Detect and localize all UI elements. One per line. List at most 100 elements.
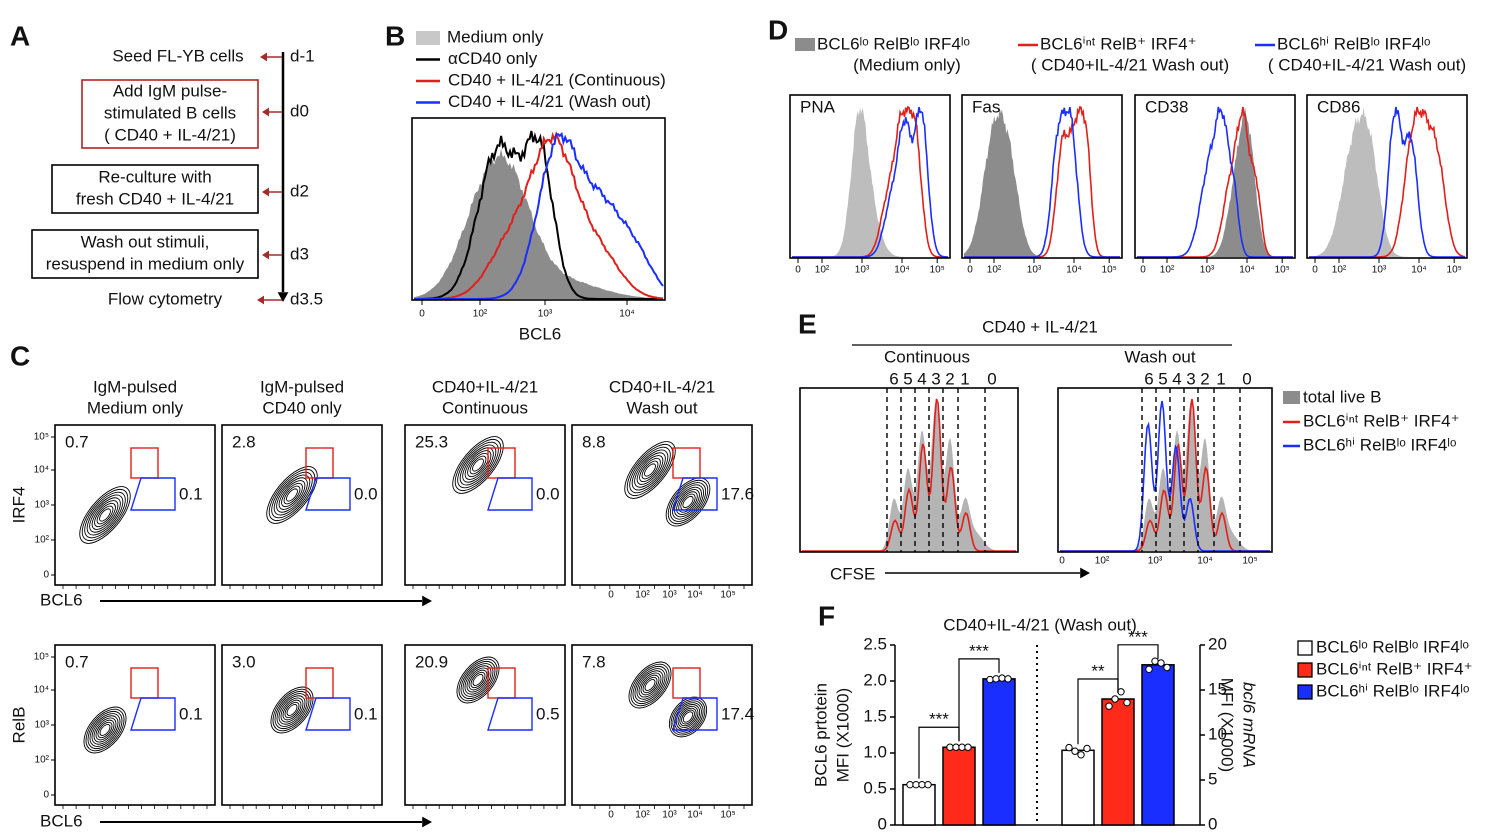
contour xyxy=(632,665,668,705)
contour xyxy=(96,505,114,525)
contour xyxy=(99,508,111,522)
x-tick-label: 0 xyxy=(1140,265,1146,276)
column-title: IgM-pulsed xyxy=(93,377,177,396)
contour xyxy=(472,674,484,686)
gate-value: 0.7 xyxy=(65,652,89,671)
y2-tick-label: 15 xyxy=(1208,679,1227,698)
data-point xyxy=(924,780,932,789)
y-tick-label: 1.0 xyxy=(863,742,887,761)
day-label: d3 xyxy=(290,244,309,263)
step-arrow-head xyxy=(260,52,267,62)
gate xyxy=(305,697,351,731)
gate xyxy=(130,697,176,731)
axis-label: CFSE xyxy=(830,564,875,583)
legend-swatch xyxy=(1297,662,1313,678)
gate xyxy=(487,667,516,699)
legend-text: total live B xyxy=(1303,387,1381,406)
contour xyxy=(628,661,672,709)
x-tick-label: 10⁵ xyxy=(1242,556,1257,567)
contour xyxy=(276,693,308,727)
gate xyxy=(130,667,159,699)
plot-frame xyxy=(411,117,666,301)
gate-value: 7.8 xyxy=(582,652,606,671)
gate xyxy=(305,477,351,511)
step-arrow-head xyxy=(262,250,269,260)
contour xyxy=(636,455,664,485)
contour xyxy=(634,668,666,702)
x-tick-label: 10² xyxy=(635,590,650,601)
histogram xyxy=(792,106,948,258)
data-point xyxy=(1004,675,1012,683)
data-point xyxy=(958,743,966,751)
data-point xyxy=(964,743,972,751)
bar xyxy=(942,746,976,826)
contour xyxy=(97,721,113,739)
contour xyxy=(266,466,318,524)
chart-title: CD40+IL-4/21 (Wash out) xyxy=(943,615,1137,634)
day-label: d-1 xyxy=(290,46,315,65)
bar xyxy=(902,783,936,826)
legend-swatch xyxy=(1283,391,1300,404)
histogram xyxy=(802,401,1016,551)
marker-label: CD86 xyxy=(1317,97,1360,116)
contour xyxy=(283,485,301,505)
contour xyxy=(668,696,708,738)
legend-text: αCD40 only xyxy=(448,49,538,68)
contour xyxy=(642,676,658,694)
contour xyxy=(278,480,306,510)
contour xyxy=(87,710,123,750)
histogram xyxy=(1060,401,1270,551)
x-tick-label: 10⁴ xyxy=(619,309,634,320)
gate-value: 0.1 xyxy=(179,484,203,503)
day-label: d2 xyxy=(290,181,309,200)
contour xyxy=(89,497,121,533)
bar xyxy=(982,678,1016,826)
gate xyxy=(130,477,176,511)
y-tick-label: 0 xyxy=(43,790,49,801)
plot-frame xyxy=(1134,94,1296,259)
generation-label: 2 xyxy=(1200,369,1209,388)
x-tick-label: 10⁵ xyxy=(1447,265,1462,276)
legend-text: BCL6ˡᵒ RelBˡᵒ IRF4ˡᵒ xyxy=(1316,637,1469,656)
generation-label: 1 xyxy=(960,369,969,388)
step-text: Add IgM pulse- xyxy=(113,81,227,100)
contour xyxy=(631,449,669,491)
gate-value: 2.8 xyxy=(232,432,256,451)
x-tick-label: 10⁵ xyxy=(1275,265,1290,276)
contour xyxy=(456,656,500,704)
x-tick-label: 0 xyxy=(608,810,614,821)
generation-label: 5 xyxy=(903,369,912,388)
x-tick-label: 10² xyxy=(987,265,1002,276)
data-point xyxy=(906,780,914,789)
contour xyxy=(679,707,697,727)
contour xyxy=(458,658,498,702)
gate xyxy=(672,697,718,731)
condition-label: Wash out xyxy=(1124,347,1195,366)
contour xyxy=(452,436,504,494)
contour xyxy=(454,439,502,491)
x-tick-label: 10³ xyxy=(855,265,870,276)
contour xyxy=(464,450,492,480)
contour xyxy=(678,491,698,513)
histogram xyxy=(1060,400,1270,552)
data-point xyxy=(1145,665,1153,673)
contour xyxy=(271,471,313,519)
step-arrow-head xyxy=(257,295,264,305)
panel-letter: D xyxy=(768,14,788,45)
contour xyxy=(464,665,492,695)
legend-text: Medium only xyxy=(447,27,544,46)
histogram xyxy=(802,398,1016,552)
contour xyxy=(281,482,303,508)
contour xyxy=(462,663,494,697)
data-point xyxy=(946,743,954,751)
column-title: Continuous xyxy=(442,398,528,417)
gate-value: 0.0 xyxy=(354,484,378,503)
legend-text: BCL6ⁱⁿᵗ RelB⁺ IRF4⁺ xyxy=(1303,411,1460,430)
data-point xyxy=(1163,663,1171,672)
generation-label: 3 xyxy=(931,369,940,388)
axis-label: BCL6 xyxy=(40,811,83,830)
contour xyxy=(639,457,661,483)
legend-text: BCL6ʰⁱ RelBˡᵒ IRF4ˡᵒ xyxy=(1303,435,1456,454)
contour xyxy=(674,486,702,518)
contour xyxy=(95,719,115,741)
